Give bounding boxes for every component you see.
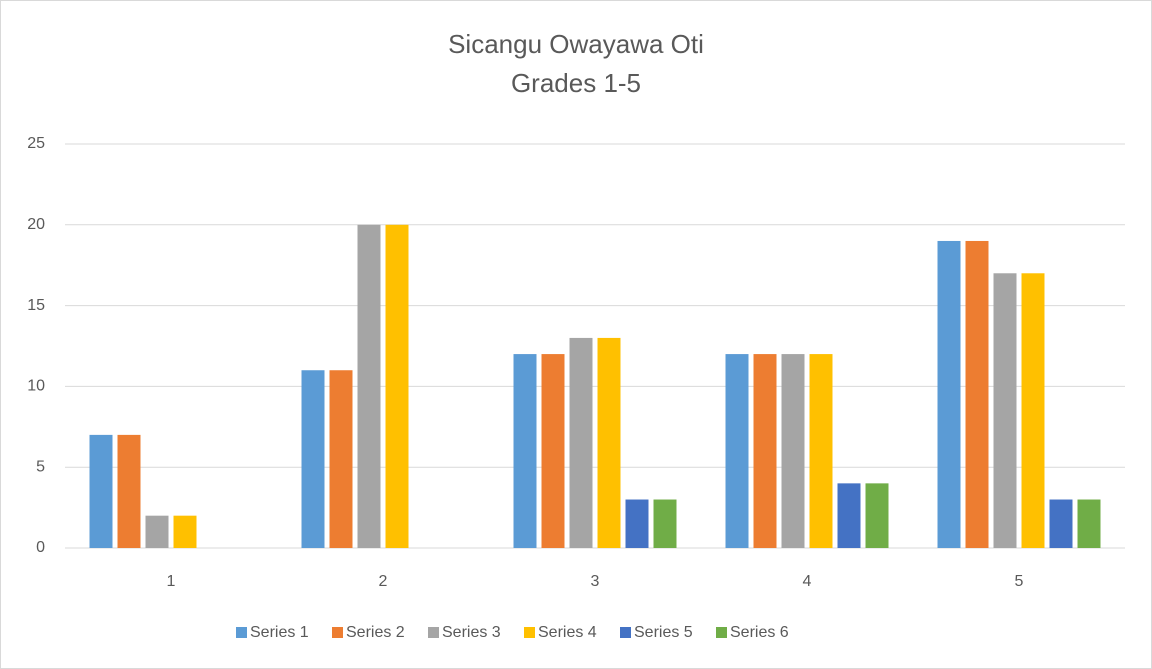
x-tick-label: 5 — [1015, 573, 1024, 590]
x-tick-label: 1 — [167, 573, 176, 590]
legend-label: Series 6 — [730, 624, 789, 641]
legend-label: Series 5 — [634, 624, 693, 641]
bar — [117, 434, 141, 548]
y-tick-label: 15 — [27, 297, 45, 314]
x-tick-label: 2 — [379, 573, 388, 590]
bar — [569, 337, 593, 548]
bar — [1077, 499, 1101, 548]
bar — [965, 240, 989, 548]
bar — [145, 515, 169, 548]
bar — [837, 483, 861, 548]
bar — [173, 515, 197, 548]
bar — [625, 499, 649, 548]
bar — [653, 499, 677, 548]
y-tick-label: 10 — [27, 378, 45, 395]
bar — [809, 354, 833, 548]
bar — [1049, 499, 1073, 548]
chart-title: Sicangu Owayawa Oti — [448, 29, 704, 59]
legend-label: Series 4 — [538, 624, 597, 641]
bar — [385, 224, 409, 549]
x-tick-label: 4 — [803, 573, 812, 590]
bar — [725, 354, 749, 548]
bar — [865, 483, 889, 548]
legend-swatch — [236, 627, 247, 638]
bar — [597, 337, 621, 548]
chart-subtitle: Grades 1-5 — [511, 68, 641, 98]
legend-swatch — [332, 627, 343, 638]
bar — [993, 273, 1017, 548]
y-tick-label: 20 — [27, 216, 45, 233]
legend-swatch — [428, 627, 439, 638]
bar — [329, 370, 353, 548]
legend-swatch — [524, 627, 535, 638]
legend-swatch — [716, 627, 727, 638]
bar — [1021, 273, 1045, 548]
bar — [541, 354, 565, 548]
legend-label: Series 1 — [250, 624, 309, 641]
bar — [89, 434, 113, 548]
bar — [301, 370, 325, 548]
legend-label: Series 2 — [346, 624, 405, 641]
x-tick-label: 3 — [591, 573, 600, 590]
legend-label: Series 3 — [442, 624, 501, 641]
bar — [781, 354, 805, 548]
bar — [937, 240, 961, 548]
y-tick-label: 5 — [36, 458, 45, 475]
y-tick-label: 25 — [27, 135, 45, 152]
bar — [513, 354, 537, 548]
bar — [357, 224, 381, 549]
y-tick-label: 0 — [36, 539, 45, 556]
bar — [753, 354, 777, 548]
legend-swatch — [620, 627, 631, 638]
